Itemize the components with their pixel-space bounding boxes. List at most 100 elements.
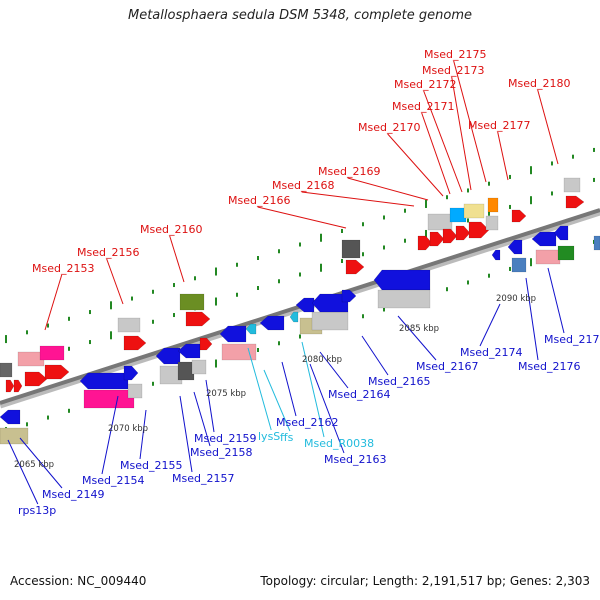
gene-box-msed2163[interactable] <box>311 311 349 331</box>
gene-box[interactable] <box>221 343 257 361</box>
gene-arrow[interactable] <box>155 347 181 365</box>
gene-arrow[interactable] <box>123 365 139 381</box>
gene-arrow[interactable] <box>5 379 15 393</box>
gene-arrow-msed2175[interactable] <box>468 221 490 239</box>
leader-line <box>257 206 347 229</box>
gene-arrow-msed2165[interactable] <box>373 269 431 291</box>
gene-arrow-rps13p[interactable] <box>0 409 21 425</box>
gene-arrow[interactable] <box>511 209 527 223</box>
scale-label: 2085 kbp <box>399 324 439 334</box>
gene-label-msed2166[interactable]: Msed_2166 <box>228 194 290 207</box>
gene-arrow-lysS[interactable] <box>245 323 257 335</box>
gene-arrow-ffs[interactable] <box>289 311 299 323</box>
gene-arrow[interactable] <box>24 371 48 387</box>
gene-arrow[interactable] <box>442 228 458 244</box>
gene-arrow[interactable] <box>345 259 365 275</box>
leader-line <box>319 351 349 389</box>
gene-arrow[interactable] <box>553 225 569 241</box>
gene-arrow[interactable] <box>429 231 445 247</box>
gene-label-msed2156[interactable]: Msed_2156 <box>77 246 139 259</box>
gene-box[interactable] <box>485 215 499 231</box>
gene-box[interactable] <box>39 345 65 361</box>
gene-arrow[interactable] <box>565 195 585 209</box>
gene-box-msed2173[interactable] <box>463 203 485 219</box>
gene-box-msed2149[interactable] <box>0 427 29 445</box>
gene-arrow[interactable] <box>417 235 433 251</box>
gene-label-msed2169[interactable]: Msed_2169 <box>318 165 380 178</box>
gene-arrow-msed2162[interactable] <box>219 325 247 343</box>
scale-label: 2070 kbp <box>108 424 148 434</box>
gene-box[interactable] <box>593 235 600 251</box>
gene-arrow[interactable] <box>259 315 285 331</box>
gene-label-msed2155[interactable]: Msed_2155 <box>120 459 182 472</box>
gene-label-msedr0038[interactable]: Msed_R0038 <box>304 437 374 450</box>
leader-line <box>193 391 211 447</box>
leader-line <box>101 395 119 475</box>
gene-box[interactable] <box>511 257 527 273</box>
scale-label: 2065 kbp <box>14 460 54 470</box>
gene-box[interactable] <box>377 289 431 309</box>
gene-label-msed2175[interactable]: Msed_2175 <box>424 48 486 61</box>
gene-features <box>0 177 600 445</box>
gene-arrow[interactable] <box>341 289 357 303</box>
gene-label-msed2167[interactable]: Msed_2167 <box>416 360 478 373</box>
gene-box[interactable] <box>127 383 143 399</box>
gene-arrow[interactable] <box>44 364 70 380</box>
gene-label-msed2177[interactable]: Msed_2177 <box>468 119 530 132</box>
gene-arrow[interactable] <box>531 231 557 247</box>
leader-line <box>169 235 185 283</box>
gene-box-msed2160[interactable] <box>179 293 205 311</box>
gene-box-msed2178[interactable] <box>557 245 575 261</box>
gene-box-msed2156[interactable] <box>117 317 141 333</box>
gene-box[interactable] <box>177 361 195 381</box>
gene-label-msed2164[interactable]: Msed_2164 <box>328 388 390 401</box>
leader-line <box>247 347 272 431</box>
gene-label-msed2173[interactable]: Msed_2173 <box>422 64 484 77</box>
gene-arrow[interactable] <box>455 225 471 241</box>
leader-line <box>281 361 297 417</box>
gene-label-msed2174[interactable]: Msed_2174 <box>460 346 522 359</box>
gene-box-msed2177[interactable] <box>487 197 499 213</box>
gene-label-msed2163[interactable]: Msed_2163 <box>324 453 386 466</box>
gene-label-msed2153[interactable]: Msed_2153 <box>32 262 94 275</box>
gene-arrow[interactable] <box>507 239 523 255</box>
scale-label: 2080 kbp <box>302 355 342 365</box>
gene-arrow[interactable] <box>123 335 147 351</box>
gene-label-msed2172[interactable]: Msed_2172 <box>394 78 456 91</box>
gene-box-msed2180[interactable] <box>563 177 581 193</box>
gene-box-rps13p[interactable] <box>0 362 13 378</box>
tick-row-upper-2 <box>5 147 595 344</box>
gene-box-msed2176[interactable] <box>535 249 561 265</box>
gene-label-rps13p[interactable]: rps13p <box>18 504 56 517</box>
gene-label-msed2154[interactable]: Msed_2154 <box>82 474 144 487</box>
gene-box-msed2171[interactable] <box>449 207 467 223</box>
gene-arrow[interactable] <box>177 343 201 359</box>
gene-box[interactable] <box>191 359 207 375</box>
leader-line <box>361 335 389 376</box>
gene-box-msed2166[interactable] <box>341 239 361 259</box>
gene-label-msed2157[interactable]: Msed_2157 <box>172 472 234 485</box>
gene-label-ffs[interactable]: ffs <box>280 431 294 444</box>
gene-label-msed2178[interactable]: Msed_2178 <box>544 333 600 346</box>
gene-label-lyss[interactable]: lysS <box>258 430 280 443</box>
gene-label-msed2158[interactable]: Msed_2158 <box>190 446 252 459</box>
gene-box[interactable] <box>83 389 135 409</box>
gene-label-msed2159[interactable]: Msed_2159 <box>194 432 256 445</box>
gene-label-msed2160[interactable]: Msed_2160 <box>140 223 202 236</box>
gene-arrow[interactable] <box>185 311 211 327</box>
label-leader-lines <box>7 60 565 505</box>
gene-arrow[interactable] <box>295 297 315 313</box>
gene-label-msed2170[interactable]: Msed_2170 <box>358 121 420 134</box>
gene-arrow[interactable] <box>13 379 23 393</box>
gene-label-msed2162[interactable]: Msed_2162 <box>276 416 338 429</box>
gene-label-msed2176[interactable]: Msed_2176 <box>518 360 580 373</box>
gene-label-msed2180[interactable]: Msed_2180 <box>508 77 570 90</box>
gene-box[interactable] <box>427 213 453 231</box>
gene-arrow-msed2174[interactable] <box>491 249 501 261</box>
gene-arrow[interactable] <box>199 337 213 351</box>
gene-arrow-msed2154[interactable] <box>79 372 129 390</box>
gene-label-msed2171[interactable]: Msed_2171 <box>392 100 454 113</box>
gene-label-msed2165[interactable]: Msed_2165 <box>368 375 430 388</box>
gene-label-msed2149[interactable]: Msed_2149 <box>42 488 104 501</box>
gene-label-msed2168[interactable]: Msed_2168 <box>272 179 334 192</box>
